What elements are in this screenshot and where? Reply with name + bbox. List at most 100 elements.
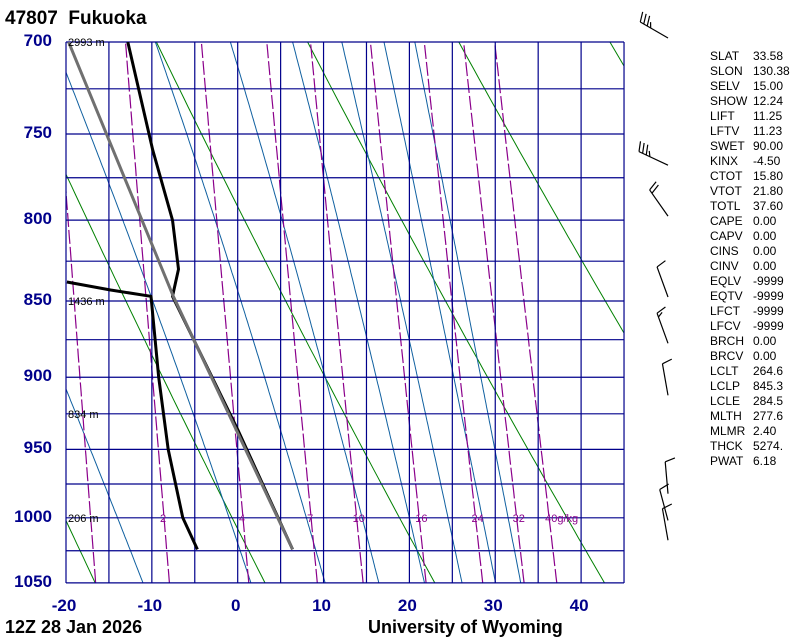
index-key: SLON — [710, 64, 743, 78]
mixing-ratio-line — [494, 42, 558, 583]
wind-barb — [639, 11, 669, 39]
mixing-ratio-line — [309, 42, 364, 583]
index-value: 12.24 — [753, 94, 784, 108]
index-value: 15.00 — [753, 79, 784, 93]
index-row: THCK 5274. — [710, 439, 790, 454]
index-value: 0.00 — [753, 244, 777, 258]
wind-barb-flag — [645, 144, 649, 156]
index-key: SELV — [710, 79, 740, 93]
series-parcel — [67, 42, 294, 551]
height-label: 834 m — [68, 409, 99, 421]
wind-barb-staff — [664, 461, 669, 494]
index-key: CAPV — [710, 229, 743, 243]
wind-barb-flag — [646, 15, 651, 27]
moist-adiabat — [66, 71, 252, 583]
pressure-tick-label: 1000 — [14, 506, 52, 526]
wind-barb — [656, 306, 669, 344]
index-row: LFCV -9999 — [710, 319, 790, 334]
index-key: LFCT — [710, 304, 740, 318]
temperature-tick-label: 10 — [312, 596, 331, 615]
temperature-tick-label: 30 — [483, 596, 503, 615]
wind-barb-flag — [638, 141, 642, 152]
mixing-ratio-label: 2 — [160, 513, 166, 525]
moist-adiabat — [414, 42, 522, 583]
index-value: 90.00 — [753, 139, 784, 153]
mixing-ratio-label: 16 — [415, 513, 427, 525]
isopleths — [66, 42, 624, 583]
wind-barb-flag — [649, 181, 657, 191]
station-title: 47807 Fukuoka — [5, 8, 147, 30]
index-row: MLMR 2.40 — [710, 424, 790, 439]
index-value: 845.3 — [753, 379, 784, 393]
index-key: SLAT — [710, 49, 740, 63]
temperature-tick-label: 40 — [569, 596, 589, 615]
index-key: MLMR — [710, 424, 746, 438]
wind-barb-staff — [649, 189, 669, 217]
index-row: EQLV -9999 — [710, 274, 790, 289]
index-row: SHOW 12.24 — [710, 94, 790, 109]
mixing-ratio-line — [462, 42, 525, 583]
wind-barb-flag — [662, 358, 673, 365]
index-row: KINX -4.50 — [710, 154, 790, 169]
height-label: 206 m — [68, 513, 99, 525]
index-row: CINV 0.00 — [710, 259, 790, 274]
wind-barb-staff — [661, 508, 669, 541]
wind-barb-flag — [657, 312, 663, 318]
index-row: LIFT 11.25 — [710, 109, 790, 124]
wind-barb-staff — [639, 21, 669, 39]
wind-barb — [664, 457, 676, 494]
pressure-tick-label: 750 — [23, 123, 52, 143]
wind-barb — [638, 141, 669, 166]
index-key: SWET — [710, 139, 745, 153]
mixing-ratio-label: 24 — [471, 513, 483, 525]
mixing-ratio-line — [66, 183, 97, 583]
index-value: -4.50 — [753, 154, 781, 168]
index-key: LIFT — [710, 109, 735, 123]
pressure-tick-label: 850 — [23, 290, 52, 309]
wind-barb-flag — [656, 306, 666, 314]
index-row: CAPV 0.00 — [710, 229, 790, 244]
mixing-ratio-label: 7 — [307, 513, 313, 525]
wind-barb — [661, 503, 673, 541]
index-key: PWAT — [710, 454, 744, 468]
temperature-tick-label: 20 — [397, 596, 417, 615]
index-value: 130.38 — [753, 64, 790, 78]
index-value: 11.23 — [753, 124, 783, 138]
index-row: LCLE 284.5 — [710, 394, 790, 409]
index-row: VTOT 21.80 — [710, 184, 790, 199]
wind-barb — [659, 483, 669, 521]
pressure-tick-label: 950 — [23, 438, 52, 458]
index-key: LCLT — [710, 364, 739, 378]
temperature-tick-label: -20 — [51, 596, 77, 615]
index-row: EQTV -9999 — [710, 289, 790, 304]
mixing-ratio-label: 10 — [353, 513, 365, 525]
stability-indices: SLAT 33.58 SLON 130.38 SELV 15.00 SHOW 12.24 LIF… — [710, 49, 790, 469]
index-value: 0.00 — [753, 349, 777, 363]
index-key: CAPE — [710, 214, 743, 228]
index-value: 0.00 — [753, 214, 777, 228]
index-row: SELV 15.00 — [710, 79, 790, 94]
grid — [65, 41, 625, 584]
moist-adiabat — [341, 42, 463, 583]
dry-adiabat — [66, 173, 266, 583]
index-row: SLON 130.38 — [710, 64, 790, 79]
mixing-ratio-label: 4 — [239, 513, 245, 525]
index-value: 0.00 — [753, 334, 777, 348]
index-row: BRCH 0.00 — [710, 334, 790, 349]
index-row: CAPE 0.00 — [710, 214, 790, 229]
wind-barb-staff — [656, 266, 669, 298]
dry-adiabat — [307, 42, 605, 583]
index-value: 5274. — [753, 439, 784, 453]
index-key: CINV — [710, 259, 739, 273]
mixing-ratio-label: 40g/kg — [545, 513, 578, 525]
series-dewpoint — [66, 280, 199, 551]
temperature-tick-label: -10 — [137, 596, 163, 615]
temperature-tick-label: 0 — [230, 596, 241, 615]
index-row: LFCT -9999 — [710, 304, 790, 319]
station-id: 47807 — [5, 8, 58, 29]
sounding-series — [66, 42, 294, 551]
height-label: 2993 m — [68, 37, 105, 49]
index-key: VTOT — [710, 184, 742, 198]
index-value: 2.40 — [753, 424, 777, 438]
